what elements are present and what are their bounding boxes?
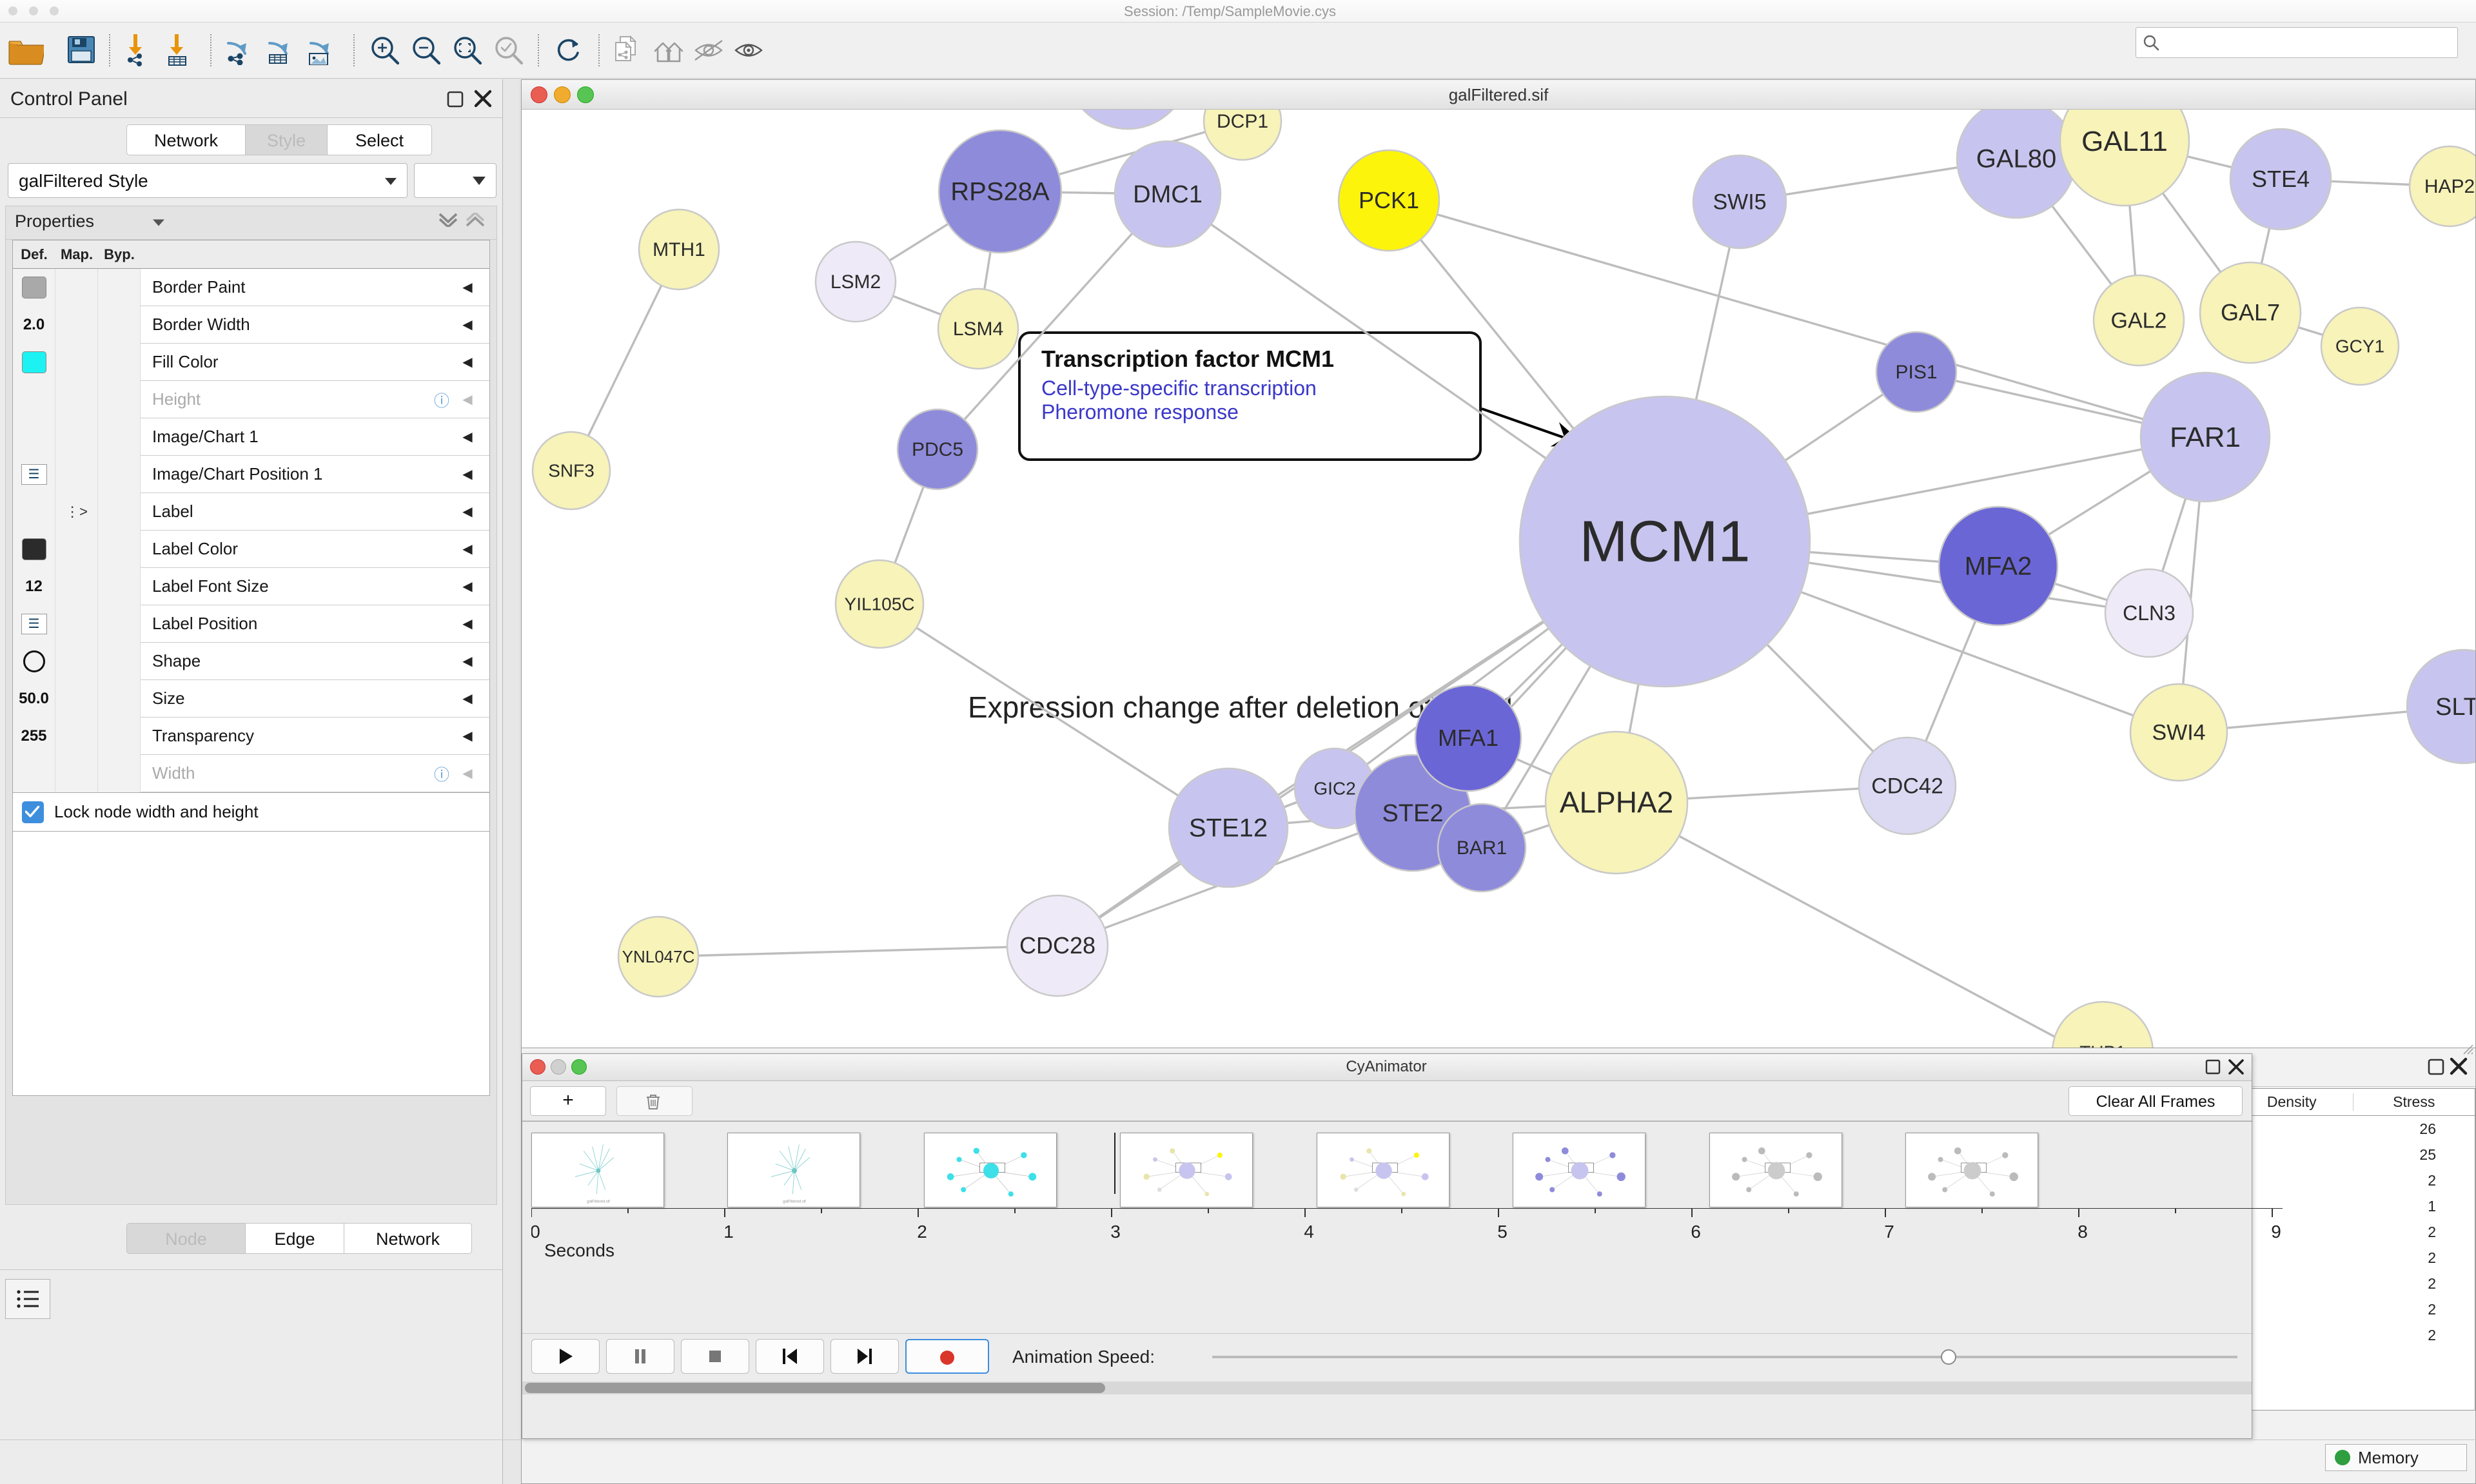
svg-text:7: 7	[1884, 1222, 1894, 1242]
svg-text:6: 6	[1691, 1222, 1701, 1242]
svg-text:GCY1: GCY1	[2335, 337, 2384, 356]
svg-text:FAR1: FAR1	[2170, 422, 2241, 453]
svg-text:MCM1: MCM1	[1580, 510, 1751, 574]
svg-text:PCK1: PCK1	[1359, 187, 1419, 213]
svg-text:GAL7: GAL7	[2221, 299, 2280, 326]
svg-text:STE4: STE4	[2252, 166, 2310, 192]
svg-text:ALPHA2: ALPHA2	[1560, 786, 1673, 819]
svg-text:3: 3	[1110, 1222, 1121, 1242]
svg-text:PDC5: PDC5	[912, 439, 963, 460]
svg-text:SLT2: SLT2	[2435, 694, 2475, 721]
svg-text:8: 8	[2078, 1222, 2088, 1242]
svg-text:galFiltered.sif: galFiltered.sif	[587, 1200, 610, 1204]
svg-text:GAL80: GAL80	[1976, 145, 2057, 173]
svg-text:CDC42: CDC42	[1871, 774, 1943, 799]
svg-text:LSM2: LSM2	[830, 271, 881, 293]
svg-text:RPS28A: RPS28A	[950, 178, 1050, 206]
svg-text:MTH1: MTH1	[653, 239, 705, 260]
svg-text:PIS1: PIS1	[1895, 362, 1937, 383]
svg-text:SWI5: SWI5	[1713, 190, 1766, 215]
svg-text:SWI4: SWI4	[2152, 721, 2205, 745]
svg-text:MFA1: MFA1	[1438, 725, 1498, 751]
svg-text:LSM4: LSM4	[953, 318, 1003, 340]
svg-text:STE12: STE12	[1189, 814, 1268, 843]
svg-text:9: 9	[2271, 1222, 2281, 1242]
svg-text:SNF3: SNF3	[548, 461, 594, 481]
svg-text:STE2: STE2	[1382, 800, 1443, 827]
svg-text:2: 2	[917, 1222, 927, 1242]
svg-text:DCP1: DCP1	[1217, 111, 1268, 132]
svg-text:1: 1	[723, 1222, 734, 1242]
svg-text:GIC2: GIC2	[1313, 779, 1355, 799]
svg-text:MFA2: MFA2	[1965, 552, 2032, 581]
svg-text:GAL2: GAL2	[2111, 309, 2167, 333]
svg-text:HAP2: HAP2	[2424, 176, 2475, 197]
svg-text:galFiltered.sif: galFiltered.sif	[783, 1200, 807, 1204]
svg-text:4: 4	[1304, 1222, 1314, 1242]
svg-text:5: 5	[1497, 1222, 1508, 1242]
svg-text:BAR1: BAR1	[1457, 837, 1507, 859]
svg-text:CLN3: CLN3	[2123, 601, 2176, 625]
svg-text:YNL047C: YNL047C	[622, 947, 695, 966]
svg-text:0: 0	[531, 1222, 540, 1242]
svg-text:YIL105C: YIL105C	[845, 594, 915, 614]
svg-text:CDC28: CDC28	[1019, 932, 1096, 959]
svg-text:GAL11: GAL11	[2081, 126, 2168, 157]
svg-text:DMC1: DMC1	[1133, 181, 1203, 208]
